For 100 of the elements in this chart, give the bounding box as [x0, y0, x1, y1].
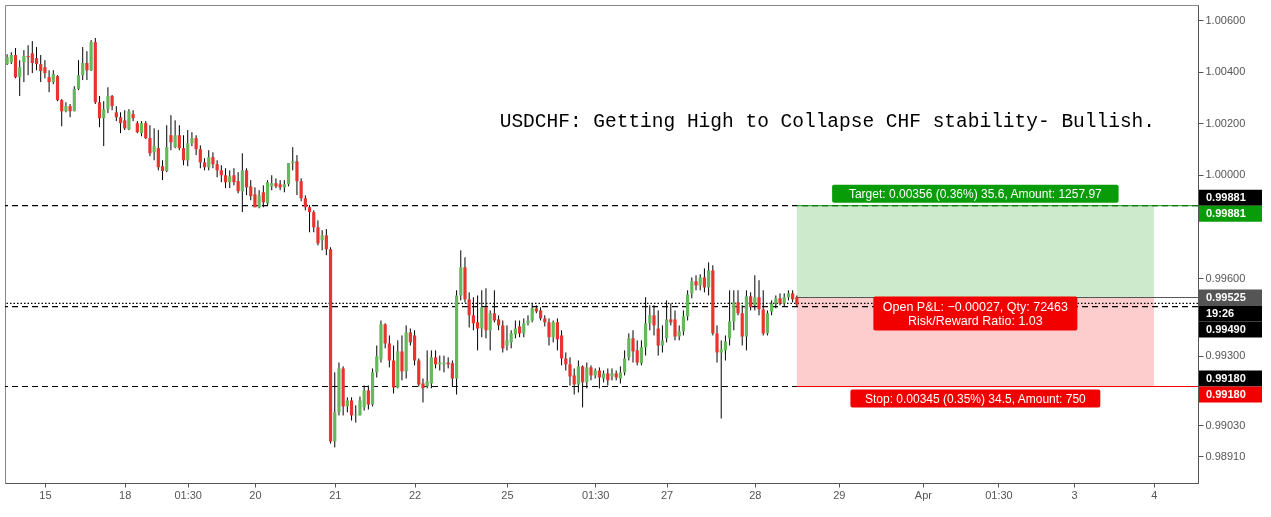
- x-tick-label: 01:30: [581, 488, 610, 501]
- candlestick: [639, 339, 644, 366]
- candlestick: [165, 124, 169, 173]
- candlestick: [505, 324, 509, 351]
- candlestick: [72, 85, 76, 112]
- candlestick: [278, 179, 282, 191]
- x-tick-label: 22: [408, 488, 422, 501]
- candlestick: [286, 162, 291, 187]
- candlestick: [694, 274, 698, 291]
- ref-line-label: 0.99525: [1206, 290, 1246, 303]
- ref-line-label: 0.99881: [1206, 190, 1246, 203]
- candlestick: [526, 314, 530, 326]
- x-tick-label: 28: [749, 488, 762, 501]
- candlestick: [236, 171, 240, 194]
- candlestick: [488, 309, 492, 351]
- candlestick: [681, 309, 686, 336]
- candlestick: [312, 209, 316, 233]
- candlestick: [623, 349, 627, 376]
- candlestick: [723, 334, 728, 361]
- candlestick: [244, 167, 249, 196]
- candlestick: [320, 229, 324, 251]
- candlestick: [522, 317, 526, 338]
- candlestick: [400, 334, 404, 381]
- candlestick: [274, 177, 278, 189]
- candlestick: [64, 101, 68, 113]
- candlestick: [18, 59, 22, 97]
- y-tick-label: 1.00400: [1205, 65, 1246, 78]
- band-label: Target: 0.00356 (0.36%) 35.6, Amount: 1257.97: [848, 186, 1103, 201]
- candlestick: [55, 74, 60, 102]
- candlestick: [223, 167, 228, 189]
- candlestick: [568, 356, 572, 386]
- x-tick-label: 27: [660, 488, 674, 501]
- candlestick: [22, 49, 26, 83]
- candlestick: [34, 46, 39, 71]
- candlestick: [501, 319, 505, 353]
- x-tick-label: 21: [329, 488, 342, 501]
- x-tick-label: 01:30: [985, 488, 1013, 501]
- candlestick: [547, 317, 551, 347]
- candlestick: [589, 364, 593, 381]
- y-tick-label: 1.00600: [1205, 13, 1246, 26]
- candlestick: [118, 111, 123, 134]
- candlestick: [148, 124, 152, 157]
- candlestick: [656, 309, 660, 357]
- x-tick-label: 15: [39, 488, 52, 501]
- y-tick-label: 0.98910: [1205, 449, 1246, 462]
- candlestick: [177, 124, 181, 151]
- candlestick: [433, 349, 438, 369]
- candlestick: [97, 95, 102, 128]
- candlestick: [131, 109, 135, 122]
- candlestick: [690, 276, 694, 299]
- y-tick-label: 1.00000: [1205, 168, 1246, 181]
- candlestick: [190, 131, 194, 147]
- x-tick-label: Apr: [914, 488, 933, 501]
- candlestick: [81, 46, 85, 81]
- y-tick-label: 0.99030: [1205, 418, 1246, 431]
- x-tick-label: 29: [833, 488, 846, 501]
- candlestick: [106, 86, 110, 114]
- candlestick: [324, 228, 328, 256]
- candlestick: [169, 114, 173, 151]
- candlestick: [765, 309, 770, 336]
- candlestick: [207, 149, 211, 171]
- candlestick: [316, 219, 320, 246]
- candlestick: [509, 329, 513, 349]
- candlestick: [610, 367, 614, 381]
- x-tick-label: 01:30: [174, 488, 202, 501]
- candlestick: [13, 47, 18, 79]
- candlestick: [181, 134, 186, 166]
- annotation: Open P&L: −0.00027, Qty: 72463 Risk/Reward Ratio: 1.03: [882, 299, 1069, 328]
- candlestick: [30, 40, 34, 74]
- candlestick: [383, 322, 387, 349]
- candlestick: [26, 44, 30, 76]
- candlestick: [123, 109, 127, 131]
- x-tick-label: 3: [1071, 488, 1078, 501]
- candlestick: [564, 351, 568, 372]
- candlestick: [215, 159, 219, 178]
- band-label: Stop: 0.00345 (0.35%) 34.5, Amount: 750: [864, 391, 1087, 406]
- candlestick: [102, 100, 106, 147]
- candlestick: [673, 309, 677, 341]
- candlestick: [39, 54, 43, 83]
- candlestick: [551, 319, 555, 343]
- x-tick-label: 25: [501, 488, 514, 501]
- candlestick: [707, 261, 711, 296]
- candlestick: [387, 334, 391, 368]
- ref-line-label: 0.99490: [1206, 322, 1246, 335]
- ref-line-label: 0.99180: [1206, 371, 1246, 384]
- candlestick: [152, 127, 156, 161]
- candlestick: [715, 324, 719, 364]
- text: USDCHF: Getting High to Collapse CHF stability- Bullish.: [499, 110, 1155, 133]
- text: 19:26: [1206, 306, 1235, 319]
- candlestick: [173, 119, 177, 149]
- candlestick: [702, 267, 707, 293]
- candlestick: [76, 59, 81, 91]
- candlestick: [631, 329, 635, 364]
- candlestick: [85, 50, 89, 81]
- y-tick-label: 0.99300: [1205, 349, 1246, 362]
- candlestick: [60, 98, 64, 127]
- candlestick: [156, 129, 160, 171]
- ref-line-label: 0.99180: [1206, 387, 1246, 400]
- candlestick: [127, 108, 131, 131]
- y-tick-label: 1.00200: [1205, 116, 1246, 129]
